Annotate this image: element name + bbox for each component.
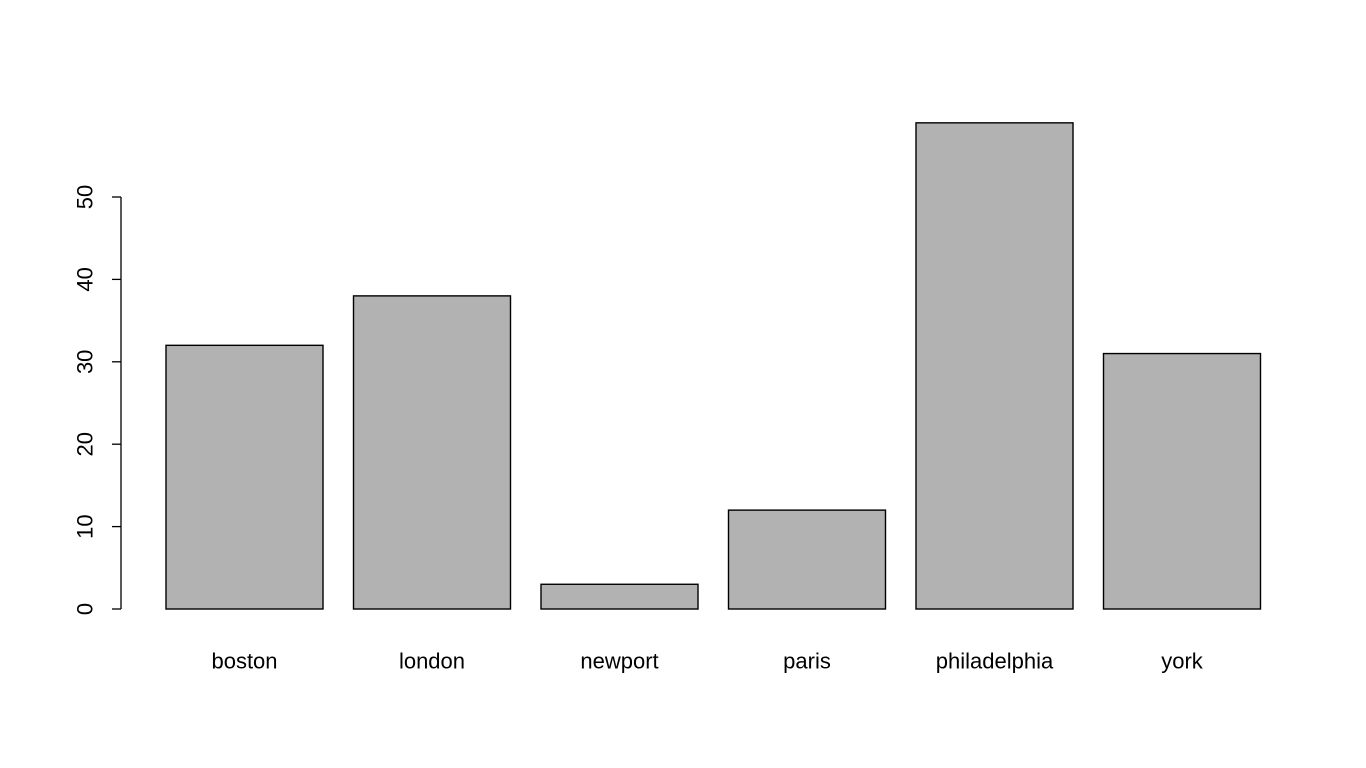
x-tick-label: boston <box>211 649 277 674</box>
y-tick-label: 40 <box>73 267 98 291</box>
bars <box>165 122 1262 610</box>
x-tick-label: paris <box>783 649 831 674</box>
x-tick-label: philadelphia <box>936 649 1054 674</box>
bar-boston <box>165 344 324 610</box>
x-tick-label: newport <box>580 649 658 674</box>
bar-newport <box>540 583 699 610</box>
bar-york <box>1102 352 1262 610</box>
x-tick-label: york <box>1161 649 1204 674</box>
y-tick-label: 10 <box>73 514 98 538</box>
bar-london <box>352 295 512 610</box>
bar-paris <box>727 509 887 610</box>
x-axis-labels: boston london newport paris philadelphia york <box>211 649 1203 674</box>
y-tick-label: 20 <box>73 432 98 456</box>
y-tick-label: 30 <box>73 350 98 374</box>
x-tick-label: london <box>399 649 465 674</box>
bar-philadelphia <box>915 122 1074 610</box>
y-axis: 0 10 20 30 40 50 <box>73 185 122 615</box>
y-tick-label: 50 <box>73 185 98 209</box>
y-tick-label: 0 <box>73 603 98 615</box>
